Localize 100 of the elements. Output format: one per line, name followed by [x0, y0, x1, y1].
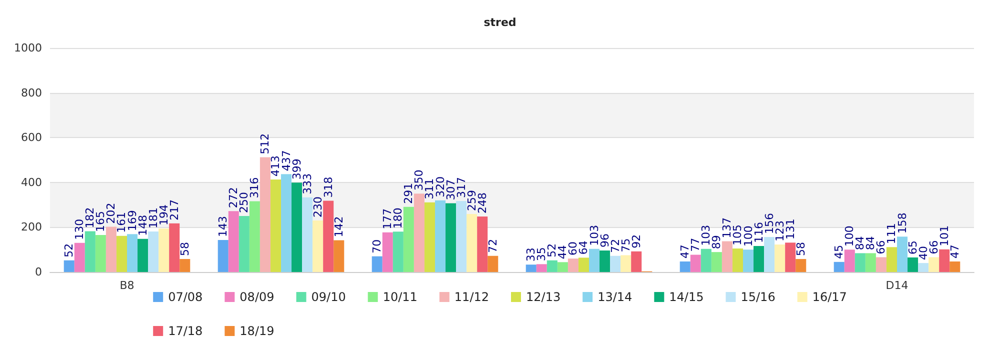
- data-label: 317: [454, 176, 468, 198]
- bar: [928, 257, 940, 272]
- bar: [610, 256, 621, 272]
- bar: [764, 237, 775, 272]
- data-label: 142: [332, 216, 346, 238]
- bar: [774, 244, 786, 272]
- bar: [424, 202, 435, 272]
- legend-label: 18/19: [240, 324, 274, 338]
- y-tick-label: 1000: [14, 42, 42, 54]
- bar: [95, 235, 106, 272]
- legend-label: 13/14: [598, 290, 632, 304]
- bar: [218, 240, 228, 272]
- bar: [722, 241, 732, 272]
- data-label: 47: [678, 244, 692, 258]
- data-label: 320: [434, 176, 447, 198]
- data-label: 44: [556, 245, 570, 260]
- bar: [106, 226, 116, 272]
- bar: [631, 251, 642, 272]
- data-label: 70: [370, 239, 384, 254]
- bar: [536, 264, 547, 272]
- bar: [557, 262, 568, 272]
- data-label: 35: [535, 247, 548, 262]
- data-label: 316: [248, 177, 262, 198]
- data-label: 64: [577, 240, 590, 255]
- data-label: 180: [392, 208, 405, 229]
- bar: [292, 182, 302, 272]
- data-label: 103: [700, 224, 713, 246]
- bar: [876, 257, 886, 272]
- data-label: 96: [598, 233, 612, 248]
- bar: [169, 223, 180, 272]
- bar: [281, 174, 292, 272]
- data-label: 248: [476, 192, 489, 214]
- bar: [711, 252, 722, 272]
- data-label: 45: [832, 244, 846, 259]
- data-label: 130: [73, 218, 86, 240]
- data-label: 272: [227, 187, 240, 208]
- bar: [488, 256, 498, 272]
- data-label: 333: [300, 173, 314, 194]
- data-label: 217: [168, 199, 181, 220]
- bar: [435, 200, 446, 272]
- bar: [897, 236, 908, 272]
- bar: [312, 220, 324, 272]
- bar: [148, 231, 159, 272]
- bar: [180, 259, 190, 272]
- data-label: 111: [885, 223, 898, 244]
- data-label: 399: [290, 158, 304, 180]
- y-tick-label: 200: [21, 220, 42, 234]
- y-tick-label: 0: [35, 266, 42, 278]
- legend-label: 08/09: [240, 290, 274, 304]
- data-label: 47: [948, 244, 962, 258]
- bar: [270, 179, 281, 272]
- bar: [249, 201, 260, 272]
- bar: [600, 250, 610, 272]
- bar: [854, 253, 866, 272]
- data-label: 92: [630, 234, 643, 248]
- bar: [950, 261, 960, 272]
- legend-label: 07/08: [168, 290, 203, 304]
- data-label: 350: [412, 170, 426, 191]
- data-label: 105: [731, 224, 744, 246]
- data-label: 259: [465, 190, 478, 211]
- bar: [754, 246, 764, 272]
- data-label: 311: [423, 178, 436, 200]
- data-label: 181: [146, 207, 160, 228]
- data-label: 75: [619, 238, 632, 252]
- data-label: 165: [94, 211, 108, 232]
- legend-label: 14/15: [669, 290, 704, 304]
- data-label: 58: [178, 242, 192, 256]
- data-label: 307: [444, 179, 458, 200]
- bar: [578, 258, 589, 272]
- data-label: 100: [742, 226, 755, 247]
- bar: [64, 260, 74, 272]
- bar: [908, 257, 918, 272]
- bar: [116, 236, 127, 272]
- bar: [323, 200, 334, 272]
- bar: [127, 234, 138, 272]
- data-label: 250: [238, 192, 251, 213]
- bar: [228, 211, 239, 272]
- data-label: 65: [906, 240, 920, 254]
- data-label: 33: [524, 248, 538, 262]
- bar: [84, 231, 96, 272]
- data-label: 72: [608, 238, 622, 253]
- bar: [74, 242, 85, 272]
- data-label: 40: [916, 246, 930, 260]
- bar: [796, 259, 806, 272]
- data-label: 318: [322, 176, 335, 198]
- x-tick-label: B8: [120, 279, 134, 292]
- data-label: 137: [720, 217, 734, 238]
- data-label: 84: [854, 236, 867, 250]
- bar: [680, 261, 690, 272]
- bar: [546, 260, 558, 272]
- data-label: 60: [566, 242, 580, 256]
- legend-label: 10/11: [382, 290, 418, 304]
- bar: [372, 256, 382, 272]
- data-label: 77: [689, 238, 702, 252]
- data-label: 66: [874, 240, 888, 254]
- bar: [918, 263, 929, 272]
- data-label: 158: [896, 212, 909, 234]
- legend-label: 16/17: [812, 290, 847, 304]
- bar: [568, 258, 578, 272]
- data-label: 100: [843, 226, 856, 247]
